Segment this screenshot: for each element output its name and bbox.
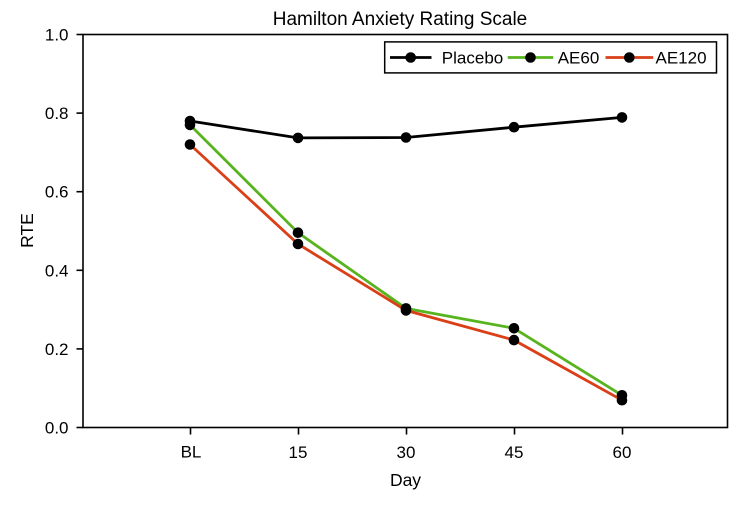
svg-text:0.0: 0.0 [45, 419, 69, 438]
svg-text:AE120: AE120 [656, 49, 707, 68]
svg-text:45: 45 [505, 443, 524, 462]
svg-text:Hamilton Anxiety Rating Scale: Hamilton Anxiety Rating Scale [273, 9, 528, 30]
svg-text:Day: Day [390, 470, 421, 490]
svg-text:0.8: 0.8 [45, 104, 69, 123]
svg-text:0.2: 0.2 [45, 340, 69, 359]
svg-text:Placebo: Placebo [442, 49, 503, 68]
svg-text:1.0: 1.0 [45, 26, 69, 45]
svg-text:AE60: AE60 [558, 49, 600, 68]
svg-text:0.6: 0.6 [45, 183, 69, 202]
svg-text:30: 30 [397, 443, 416, 462]
svg-text:BL: BL [181, 443, 202, 462]
svg-text:60: 60 [613, 443, 632, 462]
svg-text:0.4: 0.4 [45, 261, 69, 280]
svg-text:15: 15 [289, 443, 308, 462]
svg-text:RTE: RTE [17, 213, 37, 248]
